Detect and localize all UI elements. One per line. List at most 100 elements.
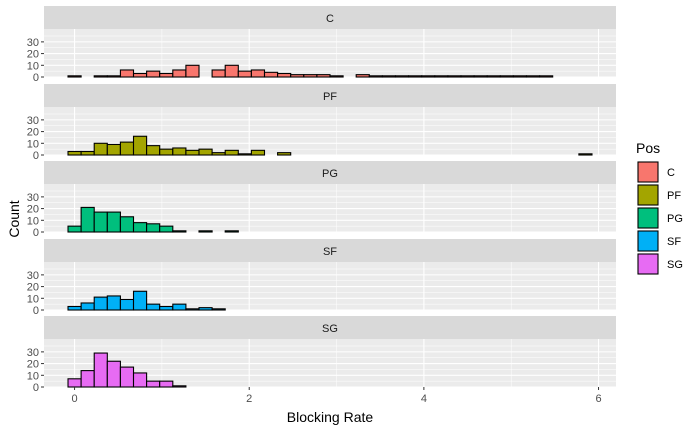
histogram-bar [93,75,108,78]
histogram-bar [172,230,187,233]
histogram-bar [106,360,121,388]
histogram-bar [211,69,226,78]
histogram-bar [355,74,370,78]
histogram-bar [172,147,187,156]
x-axis: 0 2 4 6 [72,387,602,405]
legend: Pos C PF PG SF SG [636,140,683,275]
histogram-bar [237,153,252,156]
x-tick-label: 4 [421,393,427,405]
y-tick-label: 20 [27,127,39,139]
y-tick-label: 10 [27,138,39,150]
histogram-bar [132,135,148,156]
facet-panels: C0102030PF0102030PG0102030SF0102030SG010… [27,6,616,394]
y-tick-label: 20 [27,49,39,61]
histogram-bar [93,296,108,311]
y-tick-label: 0 [33,382,39,394]
histogram-bar [119,366,135,388]
y-tick-label: 10 [27,60,39,72]
y-tick-label: 0 [33,150,39,162]
histogram-bar [159,148,174,156]
legend-swatch-pf [637,184,659,206]
legend-label-pf: PF [667,190,681,202]
histogram-bar [277,152,292,156]
legend-label-sf: SF [667,236,681,248]
histogram-bar [224,230,239,233]
legend-swatch-sg [637,253,659,275]
histogram-bar [447,75,462,78]
histogram-bar [159,225,174,233]
histogram-bar [67,378,82,388]
histogram-bar [80,370,95,388]
histogram-bar [185,308,200,311]
histogram-bar [146,145,161,156]
facet-strip [44,316,616,339]
histogram-bar [381,75,397,78]
legend-swatch-c [637,161,659,183]
histogram-bar [93,211,108,233]
legend-label-c: C [667,167,675,179]
y-tick-label: 30 [27,347,39,359]
y-tick-label: 10 [27,293,39,305]
y-tick-label: 10 [27,370,39,382]
x-tick-label: 2 [246,393,252,405]
y-tick-label: 30 [27,270,39,282]
histogram-bar [198,230,213,233]
legend-title: Pos [636,140,660,156]
histogram-bar [486,75,501,78]
panel-background [44,29,616,77]
histogram-bar [132,290,148,311]
histogram-bar [106,211,121,233]
histogram-bar [512,75,528,78]
y-tick-label: 0 [33,72,39,84]
histogram-bar [119,298,135,311]
histogram-bar [250,149,266,156]
histogram-bar [132,372,148,388]
histogram-bar [172,69,187,78]
histogram-bar [224,64,239,78]
histogram-bar [277,72,292,78]
y-tick-label: 0 [33,227,39,239]
histogram-bar [211,308,226,311]
y-tick-label: 20 [27,204,39,216]
legend-swatch-sf [637,230,659,252]
x-axis-title: Blocking Rate [287,409,374,425]
histogram-bar [80,150,95,156]
histogram-bar [408,75,423,78]
histogram-bar [80,206,95,233]
y-axis-title: Count [6,200,22,237]
x-tick-label: 0 [72,393,78,405]
histogram-bar [67,75,82,78]
histogram-bar [434,75,449,78]
histogram-bar [93,142,108,156]
histogram-bar [146,223,161,233]
histogram-bar [106,143,121,156]
histogram-bar [499,75,514,78]
y-tick-label: 30 [27,37,39,49]
histogram-bar [211,152,226,156]
histogram-bar [106,75,121,78]
y-tick-label: 30 [27,115,39,127]
histogram-bar [67,225,82,233]
legend-label-pg: PG [667,213,683,225]
facet-strip-label: PG [322,168,338,180]
histogram-bar [159,72,174,78]
histogram-bar [250,69,266,78]
histogram-bar [539,75,554,78]
histogram-bar [146,380,161,388]
legend-swatch-pg [637,207,659,229]
histogram-bar [185,149,200,156]
histogram-bar [119,141,135,156]
legend-label-sg: SG [667,259,683,271]
histogram-bar [159,380,174,388]
histogram-bar [119,216,135,233]
histogram-bar [421,75,436,78]
histogram-bar [172,385,187,388]
histogram-bar [394,75,410,78]
histogram-bar [159,305,174,311]
facet-strip [44,6,616,29]
histogram-bar [198,148,213,156]
